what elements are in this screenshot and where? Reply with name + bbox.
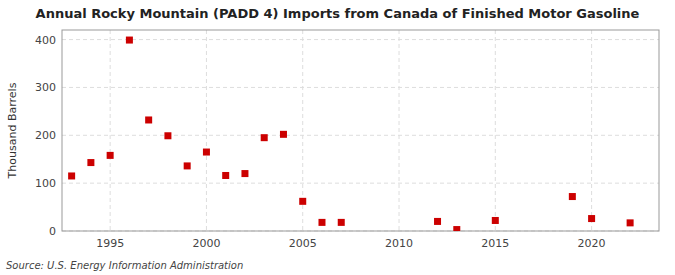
point (627, 219, 634, 226)
y-grid-line (62, 135, 659, 136)
y-grid-line (62, 183, 659, 184)
point (492, 217, 499, 224)
point (338, 219, 345, 226)
y-grid-line (62, 39, 659, 40)
point (569, 193, 576, 200)
x-grid-line (591, 30, 592, 231)
x-tick-label: 1995 (96, 237, 124, 250)
point (299, 198, 306, 205)
point (261, 134, 268, 141)
point (107, 152, 114, 159)
y-tick-label: 200 (35, 129, 56, 142)
x-grid-line (206, 30, 207, 231)
x-grid-line (495, 30, 496, 231)
y-tick-label: 100 (35, 177, 56, 190)
point (222, 172, 229, 179)
point (126, 37, 133, 44)
point (318, 219, 325, 226)
source-note: Source: U.S. Energy Information Administ… (6, 260, 243, 271)
x-tick-label: 2010 (385, 237, 413, 250)
point (145, 116, 152, 123)
point (68, 172, 75, 179)
x-grid-line (399, 30, 400, 231)
x-grid-line (110, 30, 111, 231)
point (434, 218, 441, 225)
x-tick-label: 2000 (192, 237, 220, 250)
y-tick-label: 400 (35, 34, 56, 47)
point (588, 215, 595, 222)
point (203, 149, 210, 156)
x-tick-label: 2015 (481, 237, 509, 250)
point (280, 131, 287, 138)
plot-frame (62, 30, 659, 231)
point (241, 170, 248, 177)
point (164, 132, 171, 139)
chart: Annual Rocky Mountain (PADD 4) Imports f… (0, 0, 675, 275)
y-axis-label: Thousand Barrels (6, 82, 19, 179)
point (87, 159, 94, 166)
point (453, 226, 460, 231)
x-tick-label: 2020 (578, 237, 606, 250)
x-tick-label: 2005 (289, 237, 317, 250)
grid (62, 30, 659, 231)
y-grid-line (62, 87, 659, 88)
title: Annual Rocky Mountain (PADD 4) Imports f… (36, 6, 640, 21)
points (68, 37, 633, 231)
y-tick-label: 0 (49, 225, 56, 238)
y-tick-label: 300 (35, 81, 56, 94)
point (184, 162, 191, 169)
